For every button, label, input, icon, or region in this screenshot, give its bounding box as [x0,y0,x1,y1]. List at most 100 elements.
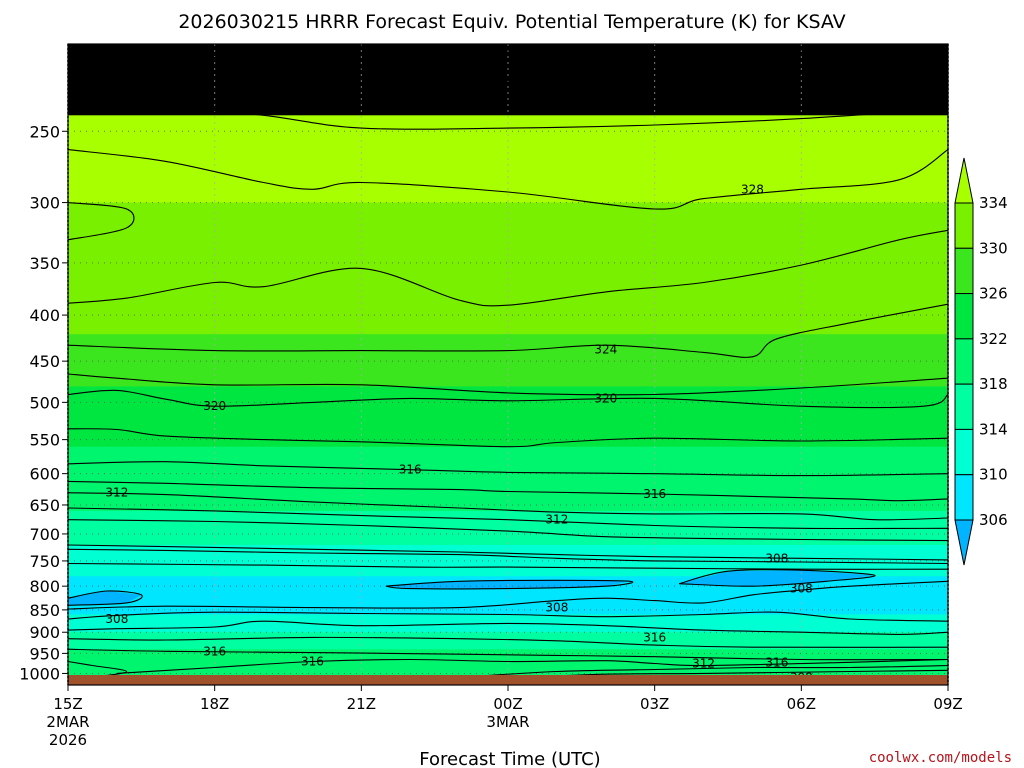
colorbar-band [954,202,974,249]
contour-label: 308 [105,612,128,626]
contour-label: 320 [594,391,617,405]
x-tick-label: 21Z [347,695,376,713]
colorbar-band [954,293,974,340]
contour-line [68,562,948,570]
contour-line [68,428,948,448]
contour-line [68,229,948,307]
colorbar-label: 334 [979,194,1008,212]
ground-strip [68,675,948,685]
contour-line [68,648,948,661]
colorbar-label: 330 [979,239,1008,257]
contour-line [68,44,948,53]
contour-line [68,389,948,409]
x-tick-label: 06Z [787,695,816,713]
contour-label: 320 [203,399,226,413]
contour-label: 308 [545,601,568,615]
contour-line [68,544,948,561]
y-tick-label: 300 [29,194,60,213]
x-tick-label: 18Z [200,695,229,713]
contour-line [68,373,948,396]
colorbar-band [954,383,974,430]
y-tick-label: 550 [29,431,60,450]
colorbar-band [954,428,974,476]
x-tick-label: 00Z [493,695,522,713]
contour-line [459,664,948,678]
x-tick-label: 09Z [933,695,962,713]
y-axis: 250 300 350 400 450 500 550 600 650 700 750 800 850 9… [19,122,68,683]
contour-line [68,492,948,521]
colorbar-band [954,474,974,521]
y-tick-label: 350 [29,254,60,273]
x-tick-sublabel: 2026 [49,731,87,749]
y-tick-label: 700 [29,525,60,544]
contour-label: 308 [790,582,813,596]
contour-label: 316 [301,655,324,669]
contour-line [68,519,948,542]
contour-label: 316 [203,644,226,658]
y-tick-label: 800 [29,577,60,596]
credit-text: coolwx.com/models [869,750,1012,766]
contour-line [68,202,135,241]
y-tick-label: 650 [29,496,60,515]
fill-band [68,446,948,512]
y-tick-label: 850 [29,601,60,620]
fill-band [68,334,948,388]
contour-label: 312 [545,513,568,527]
contour-line [68,480,948,502]
colorbar-max-triangle [954,157,974,204]
contour-line [68,548,948,565]
fill-blob [68,591,142,606]
contour-label: 316 [643,487,666,501]
plot-area: 328 324 320 320 316 316 312 312 308 308 308 308 316 3… [67,43,949,686]
contour-label: 312 [692,657,715,671]
x-tick-sublabel: 2MAR [46,713,89,731]
y-tick-label: 400 [29,306,60,325]
contour-line [68,56,948,86]
y-tick-label: 950 [29,644,60,663]
contour-line [678,569,876,587]
contour-label: 316 [643,630,666,644]
contour-line [68,507,948,530]
contour-line [68,611,948,622]
colorbar-label: 322 [979,330,1008,348]
fill-blob [679,570,875,587]
contour-line [116,658,948,674]
contour-label: 312 [105,486,128,500]
y-tick-label: 600 [29,465,60,484]
y-tick-label: 250 [29,122,60,141]
fill-band [68,632,948,651]
contour-line [68,303,948,358]
x-tick-label: 15Z [53,695,82,713]
y-tick-label: 1000 [19,664,60,683]
contour-line [68,580,948,610]
plot-clip-group: 328 324 320 320 316 316 312 312 308 308 308 308 316 3… [68,44,948,685]
contour-line [68,590,143,606]
colorbar-label: 326 [979,285,1008,303]
contour-line [385,579,634,590]
contour-line [68,149,948,210]
contour-line [68,461,948,477]
colorbar-band [954,247,974,295]
contour-label: 316 [765,655,788,669]
x-axis-label: Forecast Time (UTC) [419,749,600,768]
contour-label: 324 [594,343,617,357]
colorbar-label: 314 [979,420,1008,438]
contour-label: 316 [399,463,422,477]
colorbar-label: 306 [979,511,1008,529]
x-tick-label: 03Z [640,695,669,713]
y-tick-label: 750 [29,552,60,571]
contour-line [68,636,948,648]
colorbar-label: 310 [979,466,1008,484]
colorbar-min-triangle [954,519,974,566]
y-tick-label: 900 [29,623,60,642]
chart-title: 2026030215 HRRR Forecast Equiv. Potentia… [178,11,845,33]
colorbar-label: 318 [979,375,1008,393]
contour-line [68,620,948,635]
y-tick-label: 500 [29,393,60,412]
contour-label: 308 [765,551,788,565]
colorbar-band [954,338,974,385]
y-tick-label: 450 [29,352,60,371]
x-tick-sublabel: 3MAR [486,713,529,731]
contour-line [68,103,948,130]
